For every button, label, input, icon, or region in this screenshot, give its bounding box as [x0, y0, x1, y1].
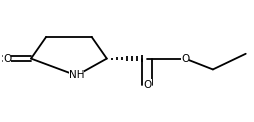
- Text: O: O: [143, 80, 151, 90]
- Text: O: O: [181, 54, 189, 64]
- Text: NH: NH: [69, 71, 84, 81]
- Text: O: O: [3, 54, 11, 64]
